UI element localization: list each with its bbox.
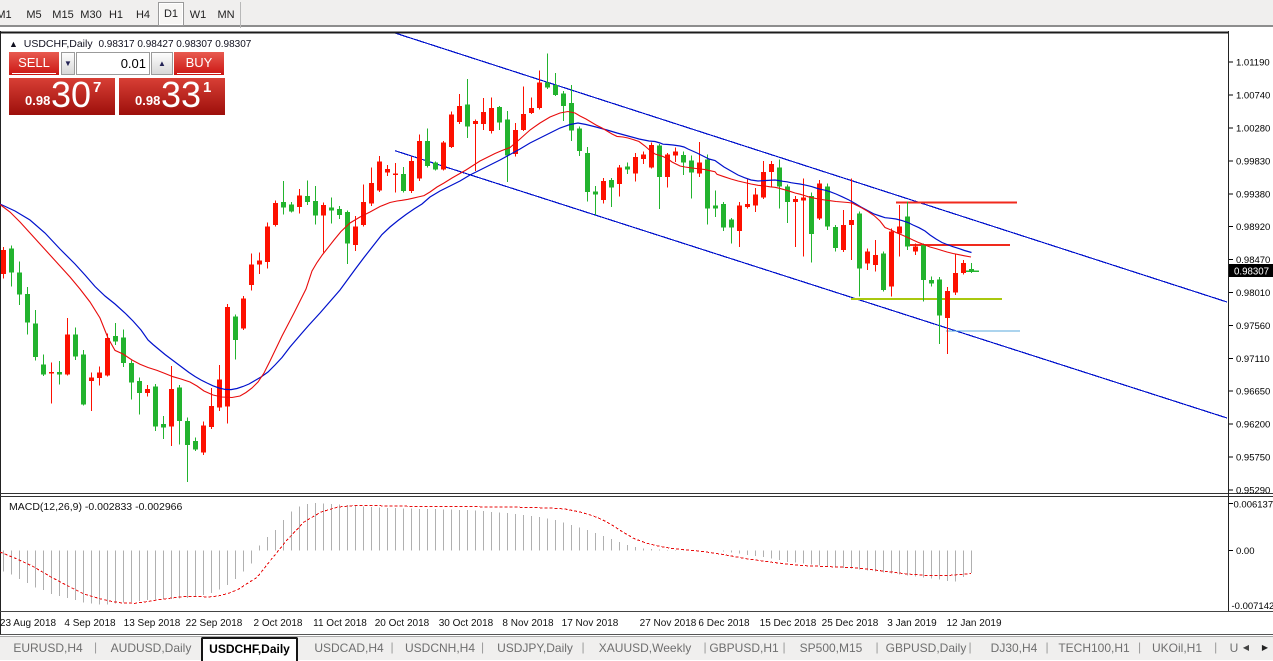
svg-text:0.98010: 0.98010	[1236, 288, 1270, 299]
svg-text:15 Dec 2018: 15 Dec 2018	[760, 618, 817, 629]
svg-text:4 Sep 2018: 4 Sep 2018	[64, 618, 116, 629]
svg-text:27 Nov 2018: 27 Nov 2018	[640, 618, 697, 629]
svg-text:22 Sep 2018: 22 Sep 2018	[186, 618, 243, 629]
svg-text:0.97560: 0.97560	[1236, 321, 1270, 332]
svg-text:25 Dec 2018: 25 Dec 2018	[822, 618, 879, 629]
svg-text:0.98920: 0.98920	[1236, 222, 1270, 233]
svg-text:3 Jan 2019: 3 Jan 2019	[887, 618, 937, 629]
svg-text:17 Nov 2018: 17 Nov 2018	[562, 618, 619, 629]
svg-text:2 Oct 2018: 2 Oct 2018	[254, 618, 303, 629]
svg-text:12 Jan 2019: 12 Jan 2019	[946, 618, 1001, 629]
svg-text:0.96650: 0.96650	[1236, 387, 1270, 398]
svg-text:8 Nov 2018: 8 Nov 2018	[502, 618, 554, 629]
svg-text:0.99380: 0.99380	[1236, 189, 1270, 200]
svg-text:30 Oct 2018: 30 Oct 2018	[439, 618, 494, 629]
svg-text:1.01190: 1.01190	[1236, 58, 1270, 69]
svg-text:0.99830: 0.99830	[1236, 156, 1270, 167]
svg-text:1.00740: 1.00740	[1236, 91, 1270, 102]
svg-text:0.95750: 0.95750	[1236, 453, 1270, 464]
svg-text:0.96200: 0.96200	[1236, 420, 1270, 431]
svg-text:6 Dec 2018: 6 Dec 2018	[698, 618, 750, 629]
svg-text:23 Aug 2018: 23 Aug 2018	[0, 618, 57, 629]
svg-text:0.00: 0.00	[1236, 546, 1255, 557]
svg-text:0.97110: 0.97110	[1236, 354, 1270, 365]
svg-text:-0.007142: -0.007142	[1232, 601, 1273, 612]
svg-text:0.95290: 0.95290	[1236, 485, 1270, 496]
svg-text:0.98307: 0.98307	[1234, 266, 1269, 277]
svg-text:20 Oct 2018: 20 Oct 2018	[375, 618, 430, 629]
svg-text:0.006137: 0.006137	[1234, 499, 1273, 510]
svg-text:13 Sep 2018: 13 Sep 2018	[124, 618, 181, 629]
svg-text:11 Oct 2018: 11 Oct 2018	[313, 618, 367, 629]
svg-text:1.00280: 1.00280	[1236, 124, 1270, 135]
